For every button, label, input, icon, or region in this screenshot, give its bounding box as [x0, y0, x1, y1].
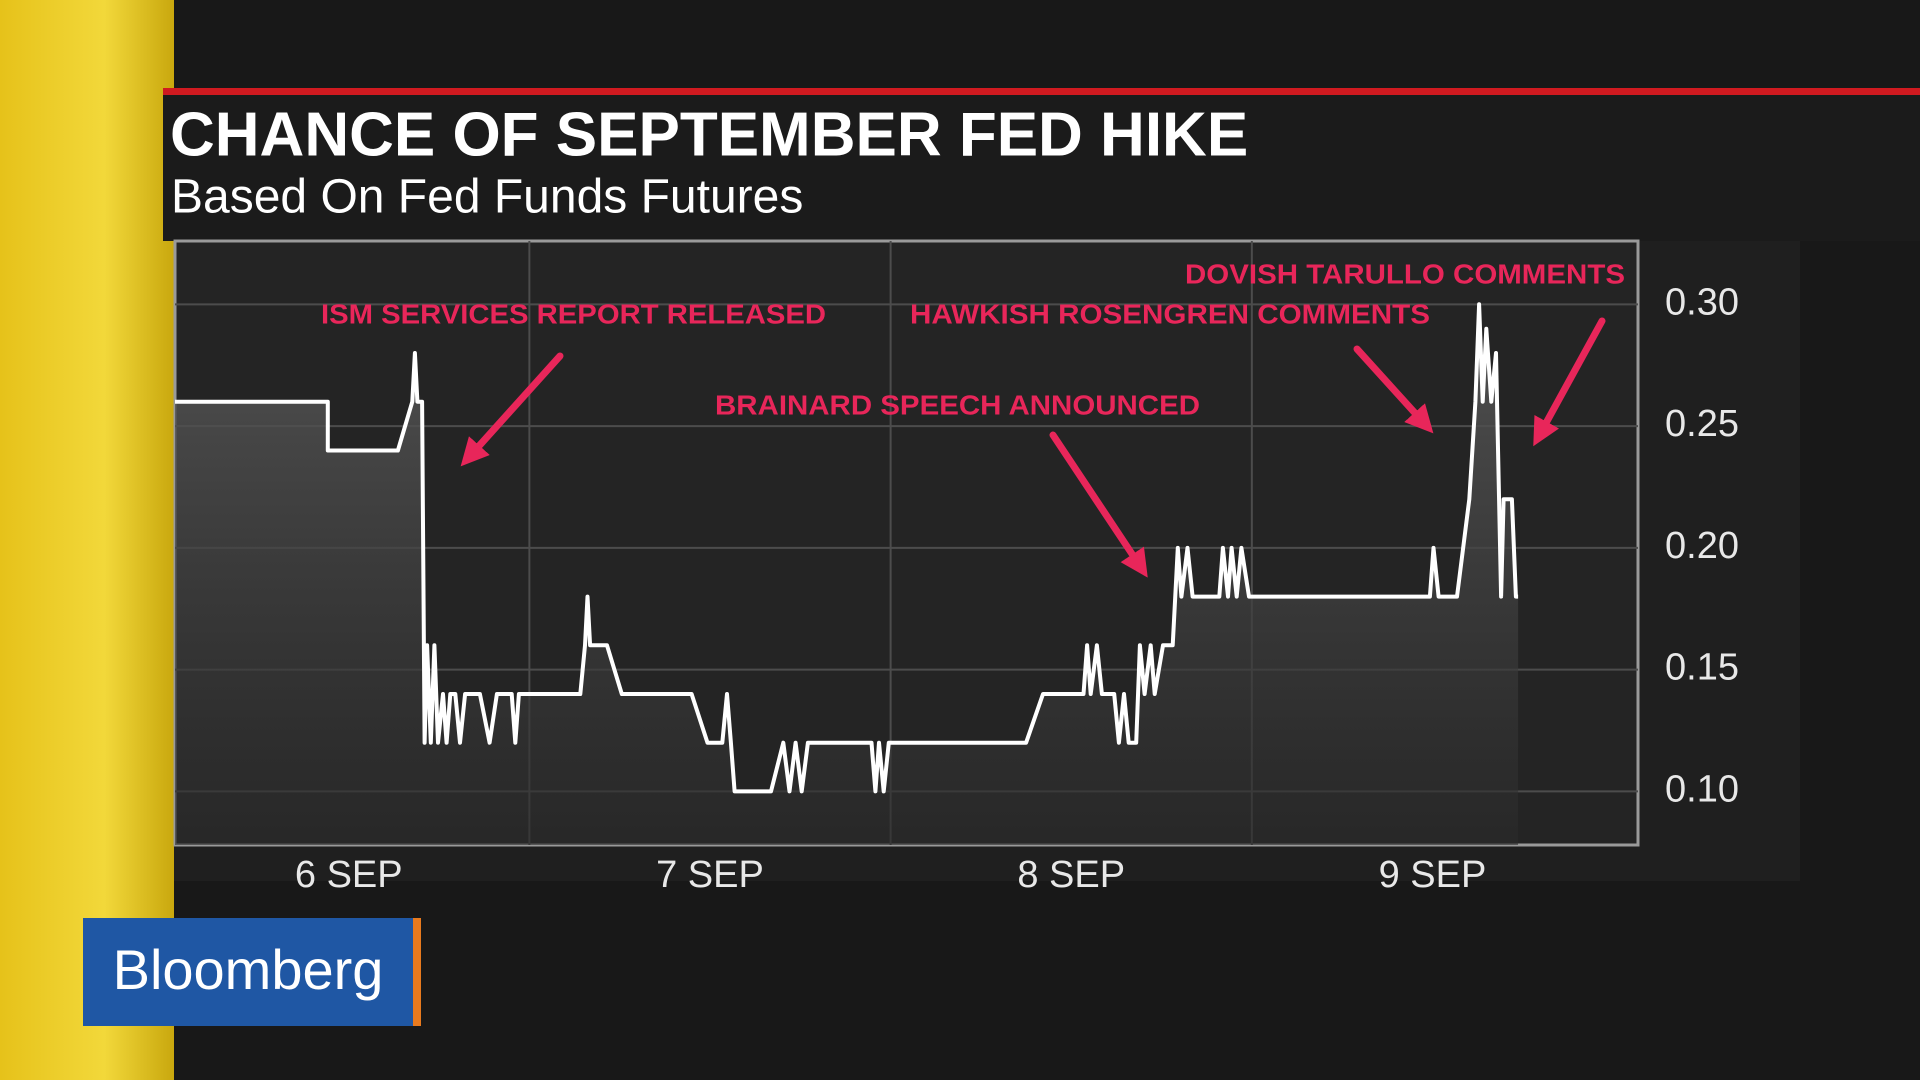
- x-tick-label: 7 SEP: [656, 854, 764, 896]
- y-tick-label: 0.15: [1665, 647, 1739, 689]
- side-strip: [0, 0, 174, 1080]
- arrow: [1533, 317, 1606, 447]
- annotation: HAWKISH ROSENGREN COMMENTS: [910, 298, 1430, 329]
- logo-accent: [413, 918, 421, 1026]
- logo-box: [83, 918, 413, 1026]
- x-tick-label: 9 SEP: [1379, 854, 1487, 896]
- y-tick-label: 0.25: [1665, 403, 1739, 445]
- chart-subtitle: Based On Fed Funds Futures: [171, 171, 803, 224]
- area: [175, 304, 1519, 845]
- annotation: ISM SERVICES REPORT RELEASED: [321, 298, 826, 329]
- brand-logo: Bloomberg: [113, 938, 384, 1001]
- red-rule: [163, 88, 1920, 95]
- arrow: [460, 352, 564, 467]
- annotation: DOVISH TARULLO COMMENTS: [1185, 258, 1625, 289]
- title-bar: [163, 88, 1920, 241]
- x-tick-label: 8 SEP: [1017, 854, 1125, 896]
- line: [175, 302, 1519, 794]
- annotation: BRAINARD SPEECH ANNOUNCED: [715, 389, 1200, 420]
- y-tick-label: 0.10: [1665, 768, 1739, 810]
- y-tick-label: 0.20: [1665, 525, 1739, 567]
- arrow: [1353, 345, 1434, 434]
- arrow: [1049, 431, 1148, 578]
- x-tick-label: 6 SEP: [295, 854, 403, 896]
- y-tick-label: 0.30: [1665, 281, 1739, 323]
- chart-title: CHANCE OF SEPTEMBER FED HIKE: [170, 100, 1248, 169]
